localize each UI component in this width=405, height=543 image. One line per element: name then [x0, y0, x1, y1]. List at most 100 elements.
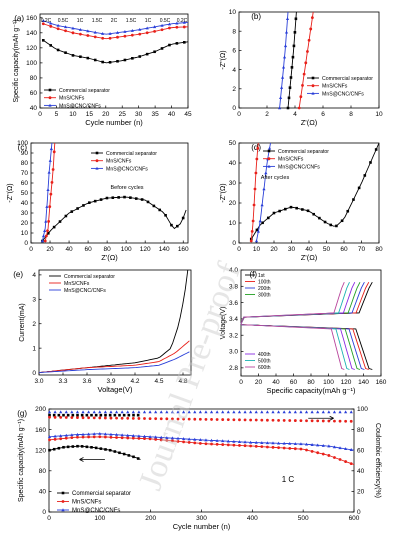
- data-point-g-1: [176, 439, 180, 443]
- legend-marker: [48, 103, 52, 107]
- efficiency-point: [109, 410, 113, 414]
- data-point-d-0: [306, 209, 310, 213]
- y-tick-label-g: 40: [39, 489, 47, 496]
- efficiency-point: [226, 418, 230, 422]
- efficiency-point: [333, 419, 336, 423]
- data-point-g-1: [293, 447, 297, 451]
- data-point-g-1: [70, 436, 74, 439]
- x-tick-label-g: 100: [94, 515, 105, 522]
- data-point-d-0: [312, 212, 316, 216]
- data-point-b-0: [288, 86, 292, 89]
- data-point-g-1: [310, 449, 314, 453]
- y-tick-label-f: 2.8: [229, 365, 238, 372]
- legend-entry: 100th: [258, 280, 271, 286]
- data-point-c-0: [170, 223, 173, 227]
- efficiency-point: [170, 410, 175, 414]
- data-point-g-2: [120, 433, 124, 437]
- data-point-g-0: [99, 447, 103, 450]
- data-point-g-2: [316, 443, 320, 447]
- series-line-c-0: [42, 196, 187, 242]
- data-point-a-2: [41, 19, 45, 22]
- data-point-g-1: [282, 446, 286, 450]
- data-point-g-2: [181, 437, 186, 441]
- x-tick-label-b: 0: [237, 111, 241, 118]
- y-tick-label-b: 4: [232, 67, 236, 74]
- data-point-a-2: [63, 25, 68, 29]
- data-point-g-1: [64, 436, 68, 440]
- efficiency-point: [215, 410, 219, 414]
- annotation-before-cycles: Before cycles: [110, 185, 143, 191]
- data-point-g-1: [249, 444, 253, 448]
- data-point-d-0: [272, 211, 276, 215]
- x-tick-label-b: 10: [375, 111, 383, 118]
- data-point-g-2: [215, 438, 219, 442]
- y-axis-label-a: Specific capacity(mAh g⁻¹): [13, 19, 20, 102]
- data-point-g-2: [81, 432, 85, 436]
- x-axis-label-b: Z'(Ω): [301, 118, 318, 127]
- data-point-c-2: [49, 147, 53, 151]
- data-point-g-1: [204, 442, 208, 446]
- efficiency-point: [187, 417, 191, 421]
- data-point-c-2: [46, 188, 50, 191]
- data-point-g-0: [48, 448, 51, 452]
- y-tick-label-c: 70: [21, 170, 29, 177]
- legend-marker: [48, 96, 52, 100]
- data-point-g-1: [271, 445, 275, 449]
- panel-c: 0 20 40 60 80 100 120 140 160 0 10 20 30 40 50 60 70 80 90…: [7, 140, 189, 262]
- data-point-c-0: [111, 196, 115, 200]
- efficiency-point: [338, 419, 342, 423]
- efficiency-point: [276, 410, 281, 414]
- efficiency-point: [204, 417, 208, 421]
- data-point-c-1: [51, 168, 55, 171]
- data-point-a-1: [123, 34, 127, 38]
- x-tick-label-d: 40: [305, 246, 313, 253]
- data-point-c-0: [76, 207, 79, 210]
- panel-f: 0 20 40 60 80 100 120 140 160 2.8 3.0 3.2 3.4 3.6 3.8 4…: [220, 267, 387, 395]
- data-point-a-0: [145, 52, 149, 56]
- efficiency-point: [198, 417, 202, 421]
- data-point-g-1: [143, 437, 146, 441]
- data-point-a-0: [131, 57, 134, 60]
- legend-entry: MnS@CNC/CNFs: [322, 91, 364, 97]
- efficiency-point: [99, 413, 103, 417]
- watermark: Journal Pre-proof: [132, 257, 249, 495]
- data-point-a-2: [108, 32, 112, 35]
- data-point-g-2: [282, 441, 286, 445]
- data-point-b-0: [286, 106, 290, 110]
- rate-label: 1.5C: [92, 18, 103, 24]
- data-point-d-0: [346, 209, 350, 213]
- y2-tick-label: 40: [357, 468, 365, 475]
- y-tick-label-b: 8: [232, 28, 236, 35]
- data-point-g-1: [76, 435, 79, 439]
- efficiency-point: [154, 410, 158, 414]
- data-point-g-1: [243, 444, 247, 448]
- data-point-b-2: [283, 44, 288, 48]
- series-line-c-1: [44, 142, 56, 242]
- efficiency-point: [114, 410, 119, 414]
- data-point-g-2: [260, 441, 264, 444]
- y-axis-label-f: Voltage(V): [220, 307, 227, 340]
- data-point-g-1: [344, 460, 348, 463]
- legend-entry: MnS@CNC/CNFs: [64, 288, 106, 294]
- y-tick-label-f: 3.4: [229, 316, 238, 323]
- y-tick-label-c: 10: [21, 230, 29, 237]
- arrow-left: [79, 457, 105, 462]
- y-tick-label-e: 3: [32, 297, 36, 304]
- y-tick-label-c: 90: [21, 150, 29, 157]
- x-tick-label-b: 4: [293, 111, 297, 118]
- data-point-b-1: [306, 50, 309, 53]
- series-line-a-2: [43, 20, 189, 35]
- data-point-g-1: [338, 458, 342, 461]
- efficiency-point: [310, 419, 314, 423]
- data-point-b-0: [289, 76, 293, 79]
- efficiency-point: [237, 410, 242, 414]
- data-point-a-2: [71, 26, 75, 30]
- efficiency-point: [131, 416, 135, 420]
- y-tick-label-f: 3.6: [229, 300, 238, 307]
- data-point-b-2: [279, 85, 284, 89]
- x-axis-label-d: Z'(Ω): [301, 253, 318, 262]
- x-tick-label-c: 20: [46, 246, 54, 253]
- data-point-g-1: [103, 435, 107, 439]
- y-axis-label-c: -Z''(Ω): [7, 183, 14, 202]
- data-point-c-0: [181, 216, 185, 220]
